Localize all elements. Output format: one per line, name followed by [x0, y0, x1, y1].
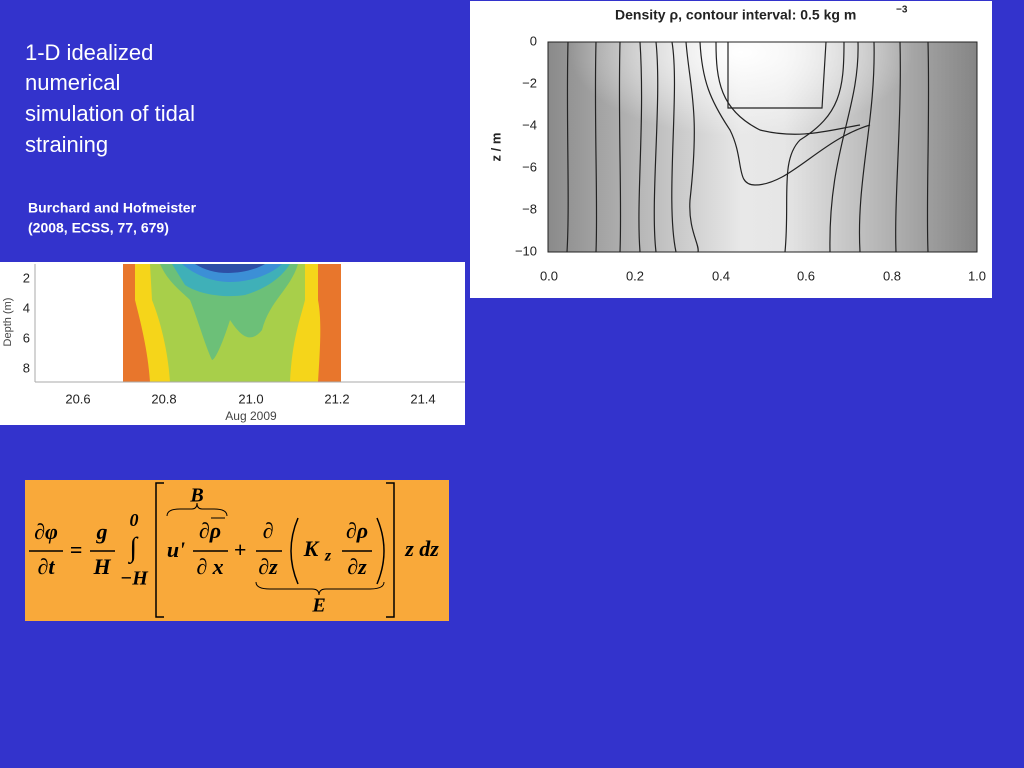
field-x-label: Aug 2009	[225, 409, 277, 423]
contour	[638, 41, 643, 253]
eq-term: ∂ x	[196, 554, 223, 579]
eq-term: −H	[120, 568, 149, 590]
eq-term: ∂ρ	[346, 518, 368, 543]
eq-term: H	[92, 554, 111, 579]
density-title-exponent: −3	[896, 5, 908, 16]
eq-term: ∂ρ	[199, 518, 221, 543]
contour	[618, 41, 622, 253]
citation-line: (2008, ECSS, 77, 679)	[28, 220, 169, 236]
contour	[653, 41, 659, 253]
y-tick-label: 0	[530, 33, 537, 48]
y-tick-label: −6	[522, 159, 537, 174]
eq-term: +	[234, 537, 247, 562]
eq-term: ∂t	[38, 554, 56, 579]
citation: Burchard and Hofmeister (2008, ECSS, 77,…	[28, 200, 197, 236]
overbrace	[166, 502, 228, 517]
density-x-ticks: 0.0 0.2 0.4 0.6 0.8 1.0	[540, 268, 986, 283]
eq-term: ∂	[263, 518, 274, 543]
title: 1-D idealized numerical simulation of ti…	[25, 40, 195, 157]
x-tick-label: 0.2	[626, 268, 644, 283]
contour	[566, 41, 569, 253]
bracket	[386, 482, 395, 618]
density-y-ticks: 0 −2 −4 −6 −8 −10	[515, 33, 537, 258]
y-tick-label: 4	[23, 300, 30, 315]
field-y-ticks: 2 4 6 8	[23, 270, 30, 375]
eq-term: z dz	[404, 536, 439, 561]
field-band	[195, 264, 265, 273]
contour	[926, 41, 930, 253]
underbrace	[255, 581, 385, 596]
x-tick-label: 20.6	[65, 391, 90, 406]
title-line: simulation of tidal	[25, 101, 195, 126]
contour	[858, 41, 875, 253]
field-y-label: Depth (m)	[2, 298, 14, 347]
density-frame	[547, 41, 978, 253]
eq-term: u'	[167, 537, 185, 562]
paren	[290, 517, 299, 585]
contour	[715, 41, 861, 135]
x-tick-label: 0.0	[540, 268, 558, 283]
eq-term: ∂z	[347, 554, 367, 579]
eq-term: 0	[130, 510, 139, 530]
y-tick-label: −10	[515, 243, 537, 258]
eq-term: B	[189, 485, 203, 507]
x-tick-label: 21.0	[238, 391, 263, 406]
field-x-ticks: 20.6 20.8 21.0 21.2 21.4	[65, 391, 435, 406]
y-tick-label: 2	[23, 270, 30, 285]
title-line: straining	[25, 132, 108, 157]
equation: ∂φ ∂t = g H 0 ∫ −H B u' ∂ρ ∂ x + ∂ ∂z K …	[29, 482, 439, 618]
contour	[829, 41, 859, 253]
field	[123, 264, 341, 382]
y-tick-label: −8	[522, 201, 537, 216]
bracket	[155, 482, 164, 618]
paren	[376, 517, 385, 585]
x-tick-label: 21.4	[410, 391, 435, 406]
density-title: Density ρ, contour interval: 0.5 kg m	[615, 7, 856, 23]
contour	[671, 41, 677, 253]
x-tick-label: 0.6	[797, 268, 815, 283]
eq-term: K	[303, 536, 320, 561]
eq-term: ∂z	[258, 554, 278, 579]
contour	[895, 41, 901, 253]
y-tick-label: 6	[23, 330, 30, 345]
title-line: 1-D idealized	[25, 40, 153, 65]
eq-term: g	[96, 519, 108, 544]
contour	[784, 41, 845, 253]
eq-term: ∫	[127, 532, 139, 564]
y-tick-label: −4	[522, 117, 537, 132]
eq-term: =	[70, 537, 83, 562]
contour	[594, 41, 598, 253]
contour	[685, 41, 699, 253]
y-tick-label: −2	[522, 75, 537, 90]
title-line: numerical	[25, 70, 120, 95]
x-tick-label: 0.4	[712, 268, 730, 283]
x-tick-label: 20.8	[151, 391, 176, 406]
citation-line: Burchard and Hofmeister	[28, 200, 197, 216]
density-y-label: z / m	[488, 133, 503, 162]
eq-term: z	[324, 548, 332, 565]
density-highlight	[548, 42, 977, 252]
y-tick-label: 8	[23, 360, 30, 375]
contour	[699, 41, 871, 186]
eq-term: E	[311, 595, 325, 617]
contour	[727, 41, 827, 109]
x-tick-label: 21.2	[324, 391, 349, 406]
x-tick-label: 1.0	[968, 268, 986, 283]
eq-term: ∂φ	[34, 519, 58, 544]
contours	[566, 41, 930, 253]
x-tick-label: 0.8	[883, 268, 901, 283]
